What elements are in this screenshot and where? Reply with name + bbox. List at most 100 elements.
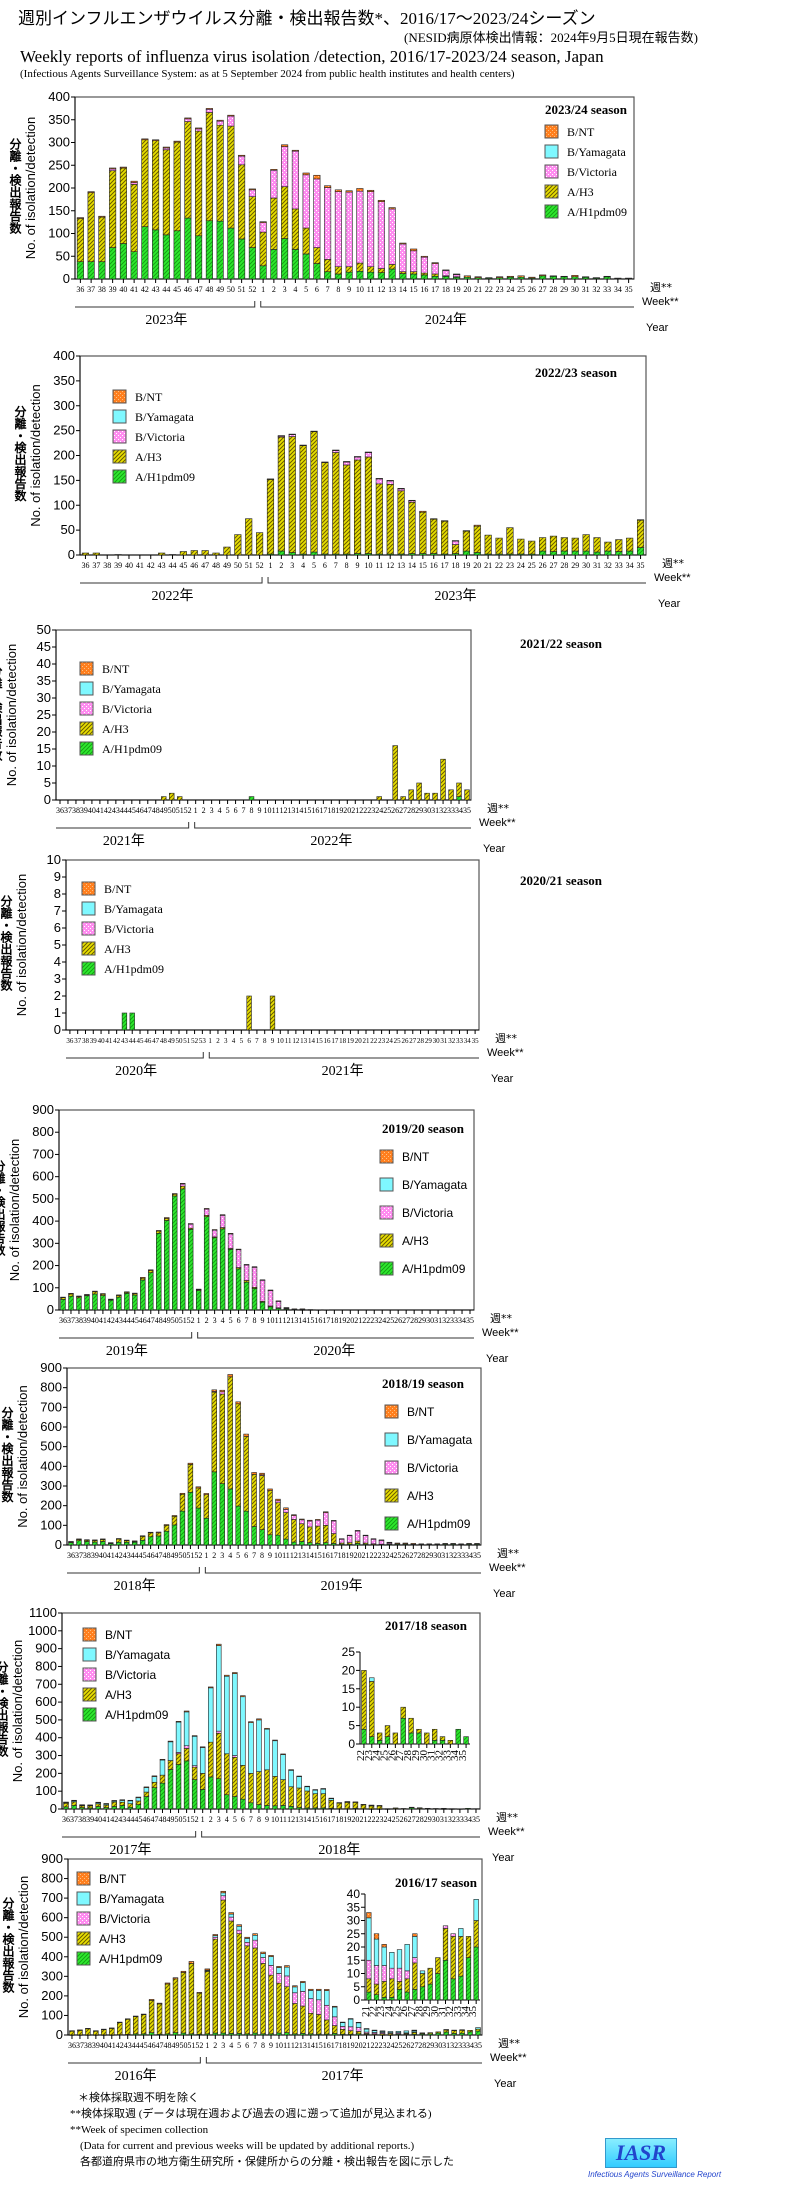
bar-segment-a-h1pdm09	[277, 550, 285, 556]
bar-segment-b-nt	[101, 2028, 107, 2031]
bar-segment-b-nt	[92, 1539, 98, 1541]
bar-segment-a-h1pdm09	[109, 247, 117, 280]
bar-stack	[119, 166, 127, 280]
bar-segment-a-h1pdm09	[224, 1794, 230, 1810]
bar-segment-b-victoria	[377, 201, 385, 269]
bar-segment-a-h1pdm09	[203, 1216, 210, 1311]
bar-segment-a-h1pdm09	[195, 1507, 202, 1546]
bar-segment-b-nt	[308, 1988, 314, 1991]
bar-segment-a-h1pdm09	[399, 273, 407, 280]
bar-segment-a-h3	[151, 1781, 158, 1788]
bar-segment-b-yamagata	[276, 1967, 282, 1974]
bar-stack	[108, 1542, 114, 1546]
bar-segment-b-nt	[260, 1951, 266, 1954]
y-tick-label: 1000	[28, 1623, 57, 1638]
bar-segment-a-h3	[386, 484, 394, 555]
bar-segment-b-victoria	[180, 1183, 186, 1187]
bar-segment-a-h3	[92, 552, 100, 556]
x-tick-label: 12	[290, 1551, 298, 1560]
bar-segment-b-nt	[379, 2030, 386, 2032]
legend-swatch-h1	[544, 204, 559, 219]
x-tick-label: 31	[593, 561, 601, 570]
y-axis-label-en: No. of isolation/detection	[23, 117, 38, 259]
year-bracket	[75, 301, 256, 308]
x-tick-label: 26	[400, 1815, 408, 1824]
bar-segment-b-victoria	[410, 250, 418, 273]
bar-segment-a-h3	[345, 266, 353, 273]
bar-stack	[364, 451, 373, 556]
legend-swatch-h1	[112, 469, 127, 484]
bar-segment-a-h1pdm09	[227, 1249, 234, 1311]
year-bracket	[260, 301, 634, 308]
bar-segment-b-nt	[304, 1785, 310, 1788]
bar-segment-b-nt	[60, 1296, 66, 1299]
y-tick-label: 0	[348, 1737, 355, 1751]
x-tick-label: 39	[86, 1815, 94, 1824]
bar-stack	[394, 1542, 401, 1546]
bar-segment-a-h1pdm09	[195, 1290, 202, 1311]
bar-segment-b-nt	[77, 2029, 83, 2031]
bar-segment-b-nt	[184, 117, 192, 120]
bar-segment-a-h1pdm09	[388, 268, 396, 280]
bar-segment-a-h1pdm09	[420, 274, 428, 280]
bar-segment-b-victoria	[307, 1520, 313, 1528]
bar-segment-a-h1pdm09	[116, 1296, 122, 1311]
x-tick-label: 29	[425, 1551, 433, 1560]
bar-segment-b-nt	[528, 276, 536, 279]
x-tick-label: 39	[91, 1551, 99, 1560]
bar-stack	[485, 277, 493, 280]
x-tick-label: 16	[323, 2041, 331, 2050]
y-tick-label: 30	[347, 1914, 361, 1928]
x-tick-label: 47	[156, 2041, 164, 2050]
x-tick-label: 51	[238, 285, 246, 294]
bar-stack	[216, 1643, 222, 1810]
bar-segment-a-h3	[236, 1933, 242, 2034]
x-tick-label: 27	[409, 1551, 417, 1560]
bar-segment-a-h1pdm09	[291, 1541, 297, 1546]
bar-segment-b-yamagata	[320, 1788, 326, 1794]
bar-stack	[396, 1949, 403, 2001]
legend-swatch-h3	[79, 721, 94, 736]
bar-segment-b-victoria	[252, 1939, 258, 1949]
bar-segment-a-h3	[440, 758, 446, 801]
bar-stack	[246, 995, 252, 1031]
bar-segment-a-h1pdm09	[251, 1288, 258, 1311]
bar-segment-b-nt	[353, 456, 362, 458]
bar-segment-a-h3	[299, 445, 307, 555]
bar-segment-b-nt	[442, 269, 450, 271]
x-tick-label: 4	[221, 1316, 225, 1325]
x-tick-label: 48	[163, 1551, 171, 1560]
bar-segment-a-h1pdm09	[384, 1736, 391, 1745]
bar-segment-b-victoria	[347, 2026, 354, 2031]
bar-segment-a-h3	[412, 1962, 418, 1990]
bar-segment-b-nt	[277, 435, 285, 437]
x-tick-label: 3	[213, 1316, 217, 1325]
x-tick-label: 1	[194, 806, 198, 815]
bar-segment-a-h3	[132, 2016, 139, 2035]
bar-stack	[435, 1957, 441, 2001]
legend-label-h3: A/H3	[105, 1688, 132, 1702]
x-tick-label: 27	[539, 285, 547, 294]
bar-segment-a-h3	[495, 537, 503, 555]
bar-segment-a-h3	[275, 1502, 281, 1536]
bar-stack	[179, 1492, 186, 1546]
year-label-en: Year	[483, 843, 506, 855]
x-tick-label: 13	[287, 806, 295, 815]
bar-segment-b-nt	[411, 2029, 418, 2032]
week-label-jp: 週**	[498, 2037, 520, 2050]
bar-segment-a-h3	[361, 1670, 367, 1730]
bar-segment-b-yamagata	[288, 1770, 294, 1788]
x-tick-label: 8	[261, 2041, 265, 2050]
bar-stack	[240, 1695, 246, 1810]
y-tick-label: 1100	[29, 1605, 57, 1620]
x-tick-label: 23	[375, 2006, 387, 2018]
legend-swatch-h1	[81, 961, 96, 976]
x-tick-label: 8	[250, 806, 254, 815]
x-tick-label: 7	[249, 1815, 253, 1824]
bar-segment-b-nt	[100, 1538, 106, 1540]
x-tick-label: 18	[338, 1551, 346, 1560]
bar-segment-a-h3	[224, 1753, 230, 1796]
bar-stack	[190, 550, 198, 556]
